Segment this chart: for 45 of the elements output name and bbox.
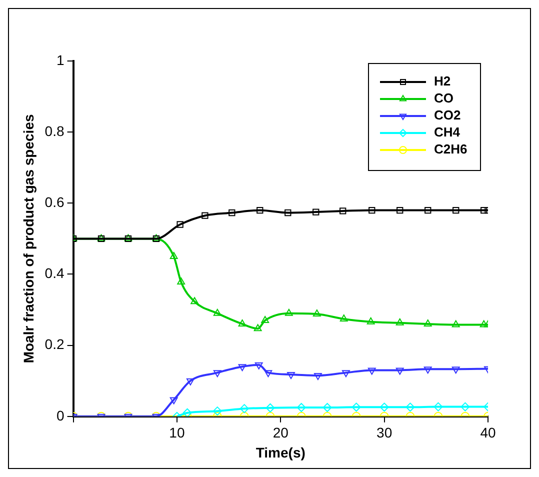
y-tick-label: 0 xyxy=(56,407,64,424)
point xyxy=(424,319,432,326)
point xyxy=(202,212,208,219)
point xyxy=(452,320,460,328)
point xyxy=(480,320,488,328)
point xyxy=(284,308,293,316)
y-tick-label: 0.8 xyxy=(44,122,64,139)
point xyxy=(368,206,376,214)
x-tick-label: 20 xyxy=(272,424,289,441)
legend-label: CO2 xyxy=(434,108,461,123)
point xyxy=(182,408,192,416)
point xyxy=(228,209,236,216)
point xyxy=(312,208,320,216)
legend-label: C2H6 xyxy=(434,142,468,157)
legend-label: H2 xyxy=(434,74,451,89)
point xyxy=(340,314,348,322)
y-axis-title: Moalr fraction of product gas species xyxy=(20,114,36,364)
point xyxy=(452,206,460,214)
x-axis-title: Time(s) xyxy=(256,444,306,460)
point xyxy=(238,319,246,326)
x-tick-label: 30 xyxy=(376,424,392,441)
point xyxy=(213,308,222,316)
point xyxy=(396,318,404,326)
y-tick-label: 1 xyxy=(56,52,64,68)
point xyxy=(424,206,432,214)
y-tick-label: 0.4 xyxy=(44,265,64,282)
point xyxy=(396,206,404,214)
legend-label: CH4 xyxy=(434,124,461,140)
x-tick-label: 10 xyxy=(169,424,185,441)
x-tick-label: 40 xyxy=(480,424,496,441)
point xyxy=(177,278,186,285)
point xyxy=(366,317,375,324)
point xyxy=(254,324,262,332)
point xyxy=(261,316,270,323)
point xyxy=(480,206,488,214)
y-tick-label: 0.6 xyxy=(44,194,64,210)
point xyxy=(176,221,184,228)
point xyxy=(312,310,321,317)
point xyxy=(190,297,199,304)
point xyxy=(256,206,264,214)
point xyxy=(284,209,292,216)
point xyxy=(340,208,346,214)
point xyxy=(170,252,178,259)
legend-label: CO xyxy=(434,90,454,106)
y-tick-label: 0.2 xyxy=(44,336,64,352)
